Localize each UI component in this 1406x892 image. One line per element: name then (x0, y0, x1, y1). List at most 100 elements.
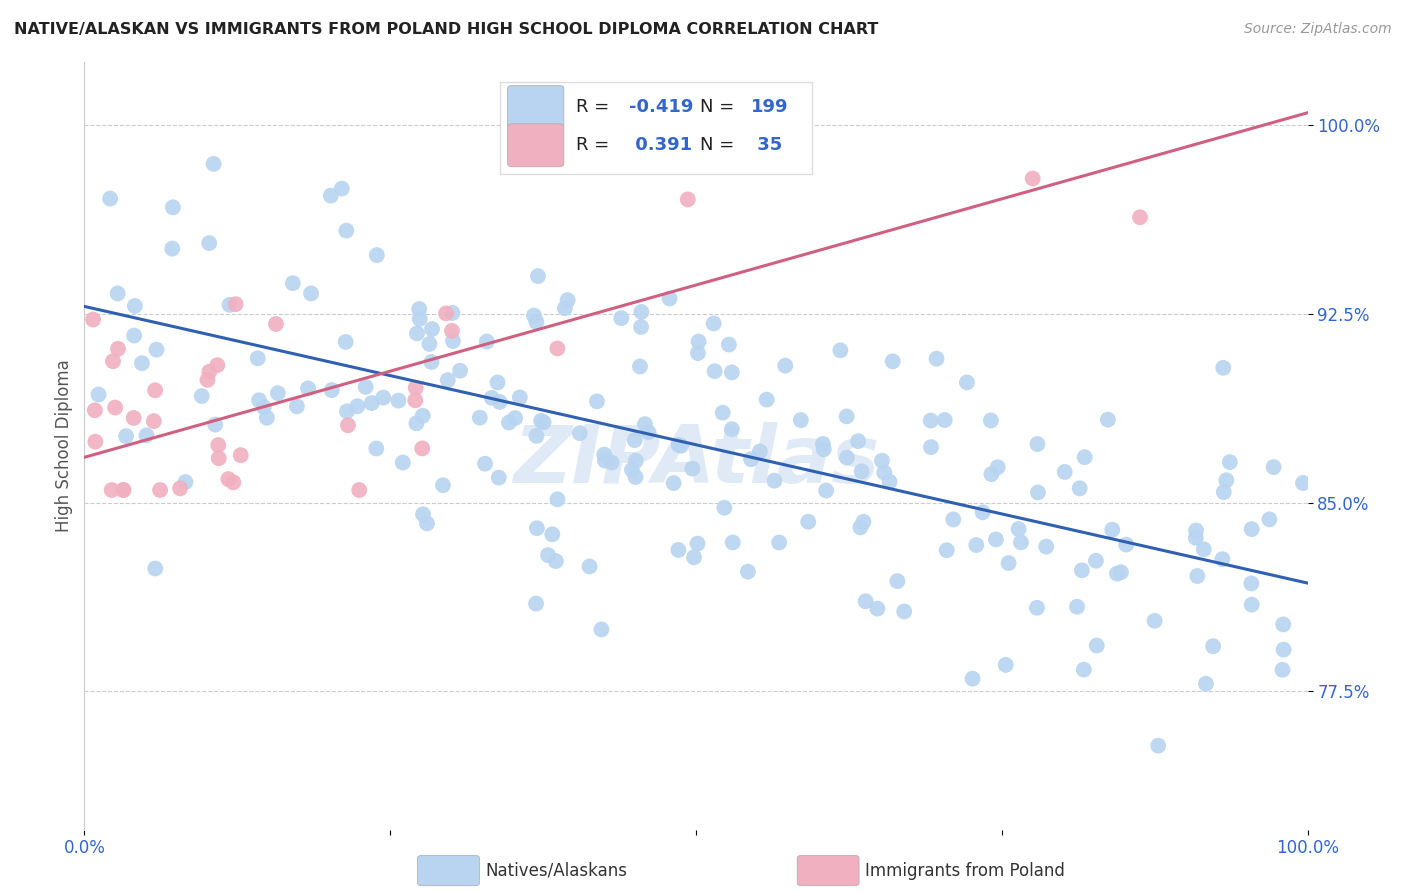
Text: Natives/Alaskans: Natives/Alaskans (485, 862, 627, 880)
Point (198, 365, 221, 379)
Text: 0.391: 0.391 (628, 136, 692, 154)
Point (299, 286, 322, 301)
Point (593, 448, 616, 462)
Point (815, 483, 838, 498)
Point (416, 516, 439, 531)
Point (112, 483, 135, 497)
Point (346, 399, 368, 413)
Point (122, 411, 145, 425)
Text: 199: 199 (751, 98, 789, 116)
Point (1263, 460, 1285, 475)
Point (1026, 485, 1049, 500)
Point (980, 413, 1002, 427)
Point (1053, 465, 1076, 479)
Point (703, 317, 725, 331)
Point (1021, 171, 1043, 186)
Point (174, 475, 197, 489)
Text: Immigrants from Poland: Immigrants from Poland (865, 862, 1064, 880)
Point (319, 188, 342, 202)
Point (297, 381, 319, 395)
Point (335, 224, 357, 238)
Point (1211, 552, 1233, 566)
Point (1240, 598, 1263, 612)
Text: R =: R = (576, 136, 614, 154)
Point (1026, 600, 1049, 615)
FancyBboxPatch shape (501, 81, 813, 174)
Point (683, 550, 706, 565)
Point (554, 301, 576, 316)
Point (198, 235, 221, 250)
Point (1212, 485, 1234, 500)
Point (790, 413, 813, 427)
Point (681, 461, 703, 475)
Point (387, 393, 409, 408)
Point (405, 417, 427, 431)
Point (247, 393, 270, 408)
Point (412, 508, 434, 522)
Point (336, 404, 359, 418)
Point (1212, 360, 1234, 375)
Text: R =: R = (576, 98, 614, 116)
Point (1240, 576, 1263, 591)
Point (366, 442, 388, 456)
Point (541, 527, 564, 541)
Point (1195, 677, 1218, 691)
Point (222, 475, 245, 490)
Point (122, 328, 145, 343)
Point (620, 463, 643, 477)
Text: Source: ZipAtlas.com: Source: ZipAtlas.com (1244, 22, 1392, 37)
Point (662, 476, 685, 491)
Point (1292, 476, 1315, 491)
Point (498, 416, 520, 430)
Point (591, 623, 613, 637)
Point (162, 242, 184, 256)
Point (225, 297, 247, 311)
Point (264, 317, 287, 331)
Point (360, 396, 382, 410)
Point (207, 358, 229, 372)
Point (628, 359, 651, 374)
Point (578, 559, 600, 574)
Point (107, 342, 129, 356)
Point (503, 411, 526, 425)
Point (1187, 569, 1209, 583)
Point (524, 597, 547, 611)
Point (1272, 617, 1295, 632)
Point (229, 448, 252, 462)
Point (253, 401, 276, 415)
Point (852, 515, 875, 529)
Point (1073, 663, 1095, 677)
Point (412, 409, 434, 423)
Point (112, 483, 135, 497)
Point (1202, 639, 1225, 653)
Point (994, 657, 1017, 672)
Point (1240, 522, 1263, 536)
Point (1066, 599, 1088, 614)
Point (418, 337, 440, 351)
Point (524, 315, 547, 329)
Point (634, 417, 657, 431)
Point (1258, 512, 1281, 526)
Point (83, 403, 105, 417)
Point (811, 437, 834, 451)
Point (1192, 542, 1215, 557)
Text: N =: N = (700, 136, 740, 154)
Point (669, 439, 692, 453)
Point (405, 381, 427, 395)
Point (441, 306, 464, 320)
Point (1073, 450, 1095, 465)
Point (1105, 566, 1128, 581)
Point (432, 478, 454, 492)
Point (717, 337, 740, 351)
Point (404, 393, 426, 408)
Point (115, 429, 138, 443)
Point (965, 538, 987, 552)
Point (600, 456, 623, 470)
Point (1109, 566, 1132, 580)
Point (486, 376, 509, 390)
Point (354, 380, 377, 394)
Point (849, 520, 872, 534)
Point (285, 400, 308, 414)
Point (481, 391, 503, 405)
Point (142, 414, 165, 428)
